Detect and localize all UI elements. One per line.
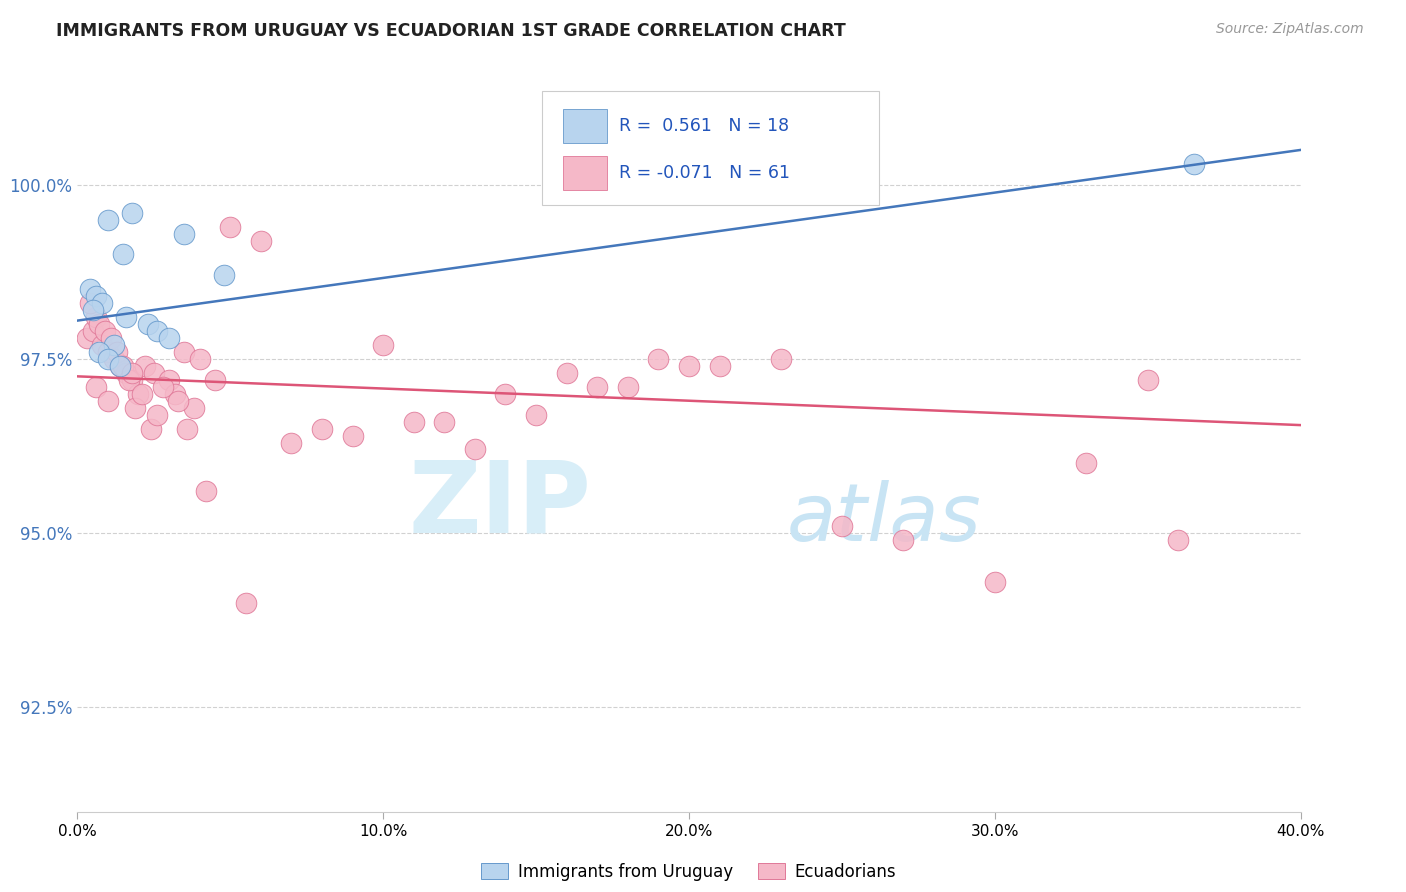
- Point: [79, 282, 101, 296]
- Point: [84, 289, 107, 303]
- Point: [103, 338, 125, 352]
- Point: [464, 442, 486, 457]
- Point: [647, 351, 669, 366]
- Point: [97, 393, 120, 408]
- Point: [127, 386, 149, 401]
- Point: [212, 268, 235, 283]
- Text: IMMIGRANTS FROM URUGUAY VS ECUADORIAN 1ST GRADE CORRELATION CHART: IMMIGRANTS FROM URUGUAY VS ECUADORIAN 1S…: [56, 22, 846, 40]
- Point: [79, 296, 101, 310]
- Point: [173, 345, 195, 359]
- Point: [87, 317, 110, 331]
- Point: [617, 380, 640, 394]
- Point: [1182, 157, 1205, 171]
- Point: [84, 310, 107, 325]
- Point: [831, 519, 853, 533]
- Text: ZIP: ZIP: [408, 456, 591, 553]
- Text: atlas: atlas: [787, 480, 981, 558]
- Point: [176, 421, 198, 435]
- Point: [90, 338, 112, 352]
- Point: [121, 205, 143, 219]
- Point: [1167, 533, 1189, 547]
- Point: [97, 351, 120, 366]
- FancyBboxPatch shape: [543, 91, 879, 204]
- Point: [108, 359, 131, 373]
- Point: [97, 345, 120, 359]
- Point: [118, 373, 141, 387]
- Point: [76, 331, 98, 345]
- Point: [280, 435, 302, 450]
- Point: [433, 415, 456, 429]
- Point: [136, 317, 159, 331]
- Text: Source: ZipAtlas.com: Source: ZipAtlas.com: [1216, 22, 1364, 37]
- Point: [1136, 373, 1159, 387]
- Point: [250, 234, 273, 248]
- Point: [146, 324, 169, 338]
- Point: [97, 212, 120, 227]
- Point: [131, 386, 153, 401]
- Point: [115, 310, 138, 325]
- Point: [342, 428, 364, 442]
- Point: [124, 401, 146, 415]
- Point: [311, 421, 333, 435]
- Point: [984, 574, 1007, 589]
- Point: [235, 596, 257, 610]
- Point: [157, 373, 180, 387]
- Point: [1076, 457, 1098, 471]
- Point: [152, 380, 174, 394]
- Point: [94, 324, 117, 338]
- Point: [90, 296, 112, 310]
- Point: [121, 373, 143, 387]
- FancyBboxPatch shape: [562, 156, 607, 190]
- Point: [495, 386, 517, 401]
- FancyBboxPatch shape: [562, 109, 607, 143]
- Point: [121, 366, 143, 380]
- Point: [769, 351, 792, 366]
- Point: [173, 227, 195, 241]
- Point: [678, 359, 700, 373]
- Point: [87, 345, 110, 359]
- Point: [204, 373, 226, 387]
- Point: [146, 408, 169, 422]
- Point: [371, 338, 394, 352]
- Point: [139, 421, 162, 435]
- Point: [524, 408, 547, 422]
- Point: [219, 219, 242, 234]
- Point: [103, 351, 125, 366]
- Point: [84, 380, 107, 394]
- Text: R =  0.561   N = 18: R = 0.561 N = 18: [619, 117, 789, 135]
- Point: [891, 533, 914, 547]
- Point: [108, 359, 131, 373]
- Point: [555, 366, 578, 380]
- Point: [165, 386, 187, 401]
- Point: [105, 345, 128, 359]
- Point: [194, 484, 217, 499]
- Point: [586, 380, 609, 394]
- Legend: Immigrants from Uruguay, Ecuadorians: Immigrants from Uruguay, Ecuadorians: [475, 856, 903, 888]
- Point: [188, 351, 211, 366]
- Point: [134, 359, 156, 373]
- Point: [183, 401, 205, 415]
- Point: [100, 331, 122, 345]
- Point: [112, 359, 135, 373]
- Point: [709, 359, 731, 373]
- Point: [82, 303, 104, 318]
- Point: [115, 366, 138, 380]
- Point: [82, 324, 104, 338]
- Point: [112, 247, 135, 261]
- Text: R = -0.071   N = 61: R = -0.071 N = 61: [619, 164, 790, 182]
- Point: [157, 331, 180, 345]
- Point: [402, 415, 425, 429]
- Point: [167, 393, 190, 408]
- Point: [142, 366, 165, 380]
